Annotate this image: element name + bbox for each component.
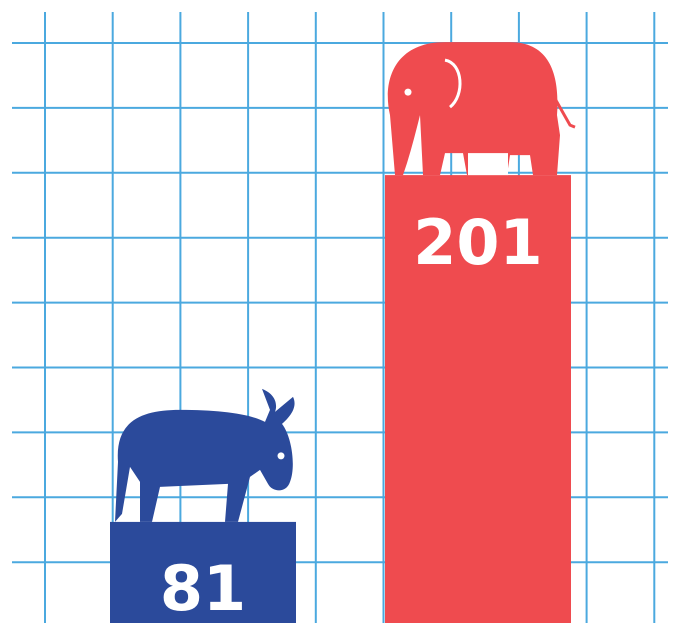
mascot	[388, 42, 575, 175]
mascot	[115, 389, 295, 522]
elephant-eye	[405, 89, 412, 96]
donkey-eye	[278, 452, 285, 459]
donkey	[115, 389, 295, 522]
page: {"chart_data": {"type": "bar", "values":…	[0, 0, 680, 623]
value-label: 81	[160, 552, 246, 623]
value-label: 201	[413, 206, 542, 279]
chart: 81 201	[0, 0, 680, 623]
elephant-belly-gap	[468, 153, 508, 175]
